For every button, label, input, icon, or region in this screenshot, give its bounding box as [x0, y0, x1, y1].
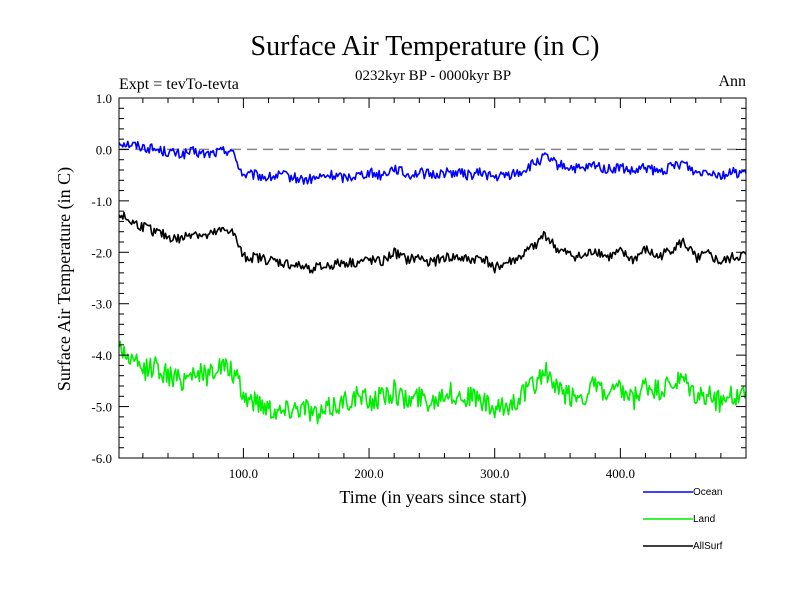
x-tick-label: 200.0 [354, 466, 383, 481]
y-tick-label: 1.0 [96, 91, 112, 106]
y-tick-label: -1.0 [91, 194, 112, 209]
y-tick-label: -6.0 [91, 451, 112, 466]
series-line-allsurf [118, 211, 747, 274]
y-tick-label: -2.0 [91, 245, 112, 260]
legend-label-allsurf: AllSurf [693, 541, 723, 552]
y-tick-label: 0.0 [96, 142, 112, 157]
legend-label-land: Land [693, 514, 715, 525]
legend-label-ocean: Ocean [693, 487, 722, 498]
y-axis-label: Surface Air Temperature (in C) [54, 167, 75, 391]
series-line-ocean [118, 140, 747, 185]
season-label: Ann [718, 73, 746, 90]
y-tick-label: -3.0 [91, 297, 112, 312]
chart-title: Surface Air Temperature (in C) [251, 31, 600, 62]
x-axis-label: Time (in years since start) [339, 487, 526, 508]
y-tick-label: -5.0 [91, 400, 112, 415]
plot-frame [118, 97, 747, 459]
legend: Ocean Land AllSurf [643, 487, 723, 552]
chart-subtitle: 0232kyr BP - 0000kyr BP [355, 68, 511, 84]
y-tick-label: -4.0 [91, 348, 112, 363]
x-tick-label: 400.0 [606, 466, 635, 481]
x-tick-label: 100.0 [229, 466, 258, 481]
x-tick-label: 300.0 [480, 466, 509, 481]
series-line-land [118, 340, 747, 425]
axes-layer: 1.0 0.0 -1.0 -2.0 -3.0 -4.0 -5.0 -6.0 100.0 200.0… [91, 91, 747, 481]
series-layer [118, 140, 747, 425]
experiment-label: Expt = tevTo-tevta [119, 76, 239, 93]
